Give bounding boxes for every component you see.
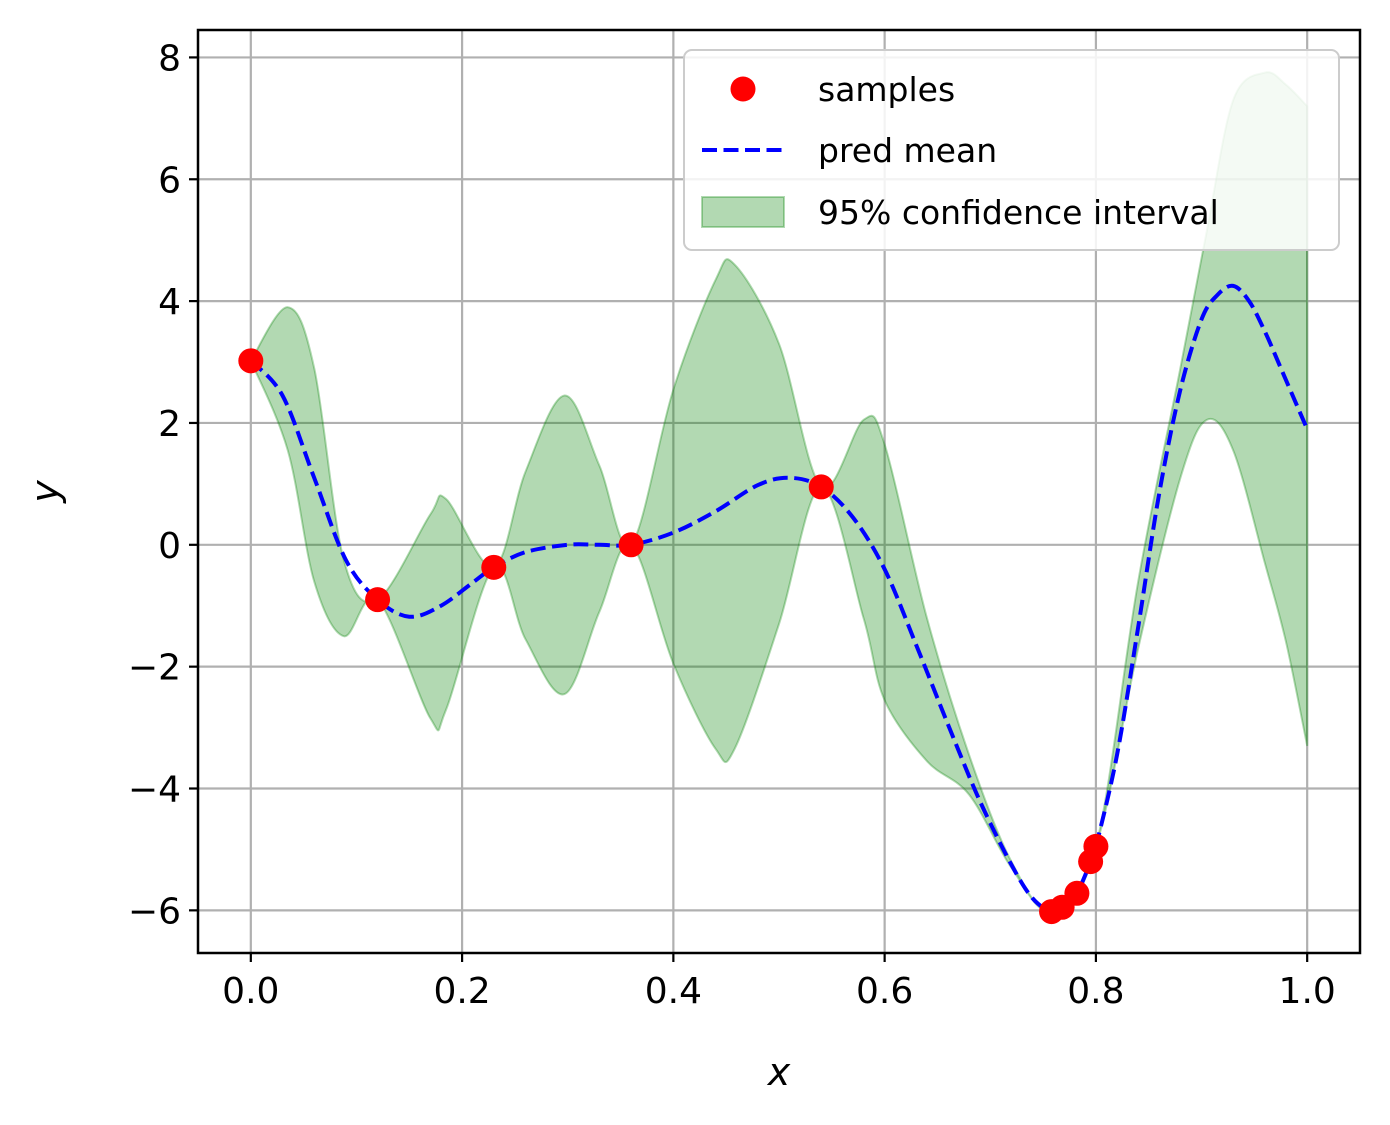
y-tick-label: −6 [128, 891, 181, 932]
y-tick-label: 2 [158, 404, 181, 445]
y-tick-label: −4 [128, 770, 181, 811]
y-axis-label: y [23, 480, 67, 504]
x-tick-label: 0.8 [1067, 971, 1124, 1012]
y-tick-label: 6 [158, 160, 181, 201]
sample-point [365, 587, 391, 613]
y-tick-label: 4 [158, 282, 181, 323]
tick-layer: 0.0 0.2 0.4 0.6 0.8 1.0 8 6 4 2 0 −2 −4 −6 [128, 38, 1336, 1012]
y-tick-label: −2 [128, 648, 181, 689]
x-tick-label: 0.6 [856, 971, 913, 1012]
legend-box [683, 49, 1340, 251]
x-axis-label: x [767, 1050, 791, 1094]
y-tick-label: 8 [158, 38, 181, 79]
x-tick-label: 0.0 [222, 971, 279, 1012]
y-tick-label: 0 [158, 526, 181, 567]
pred-mean-line [249, 283, 1310, 914]
sample-point [1064, 880, 1090, 906]
x-tick-label: 1.0 [1279, 971, 1336, 1012]
sample-point [808, 474, 834, 500]
legend-label-samples: samples [818, 70, 955, 109]
mean-line-layer [249, 283, 1310, 914]
x-tick-label: 0.4 [645, 971, 702, 1012]
sample-point [481, 554, 507, 580]
legend-label-pred-mean: pred mean [818, 131, 997, 170]
legend-marker-samples [730, 76, 756, 102]
legend-patch-confidence [701, 196, 785, 228]
legend: samples pred mean 95% confidence interval [683, 49, 1340, 251]
x-tick-label: 0.2 [433, 971, 490, 1012]
sample-point [1083, 833, 1109, 859]
sample-point [238, 348, 264, 374]
plot-frame [196, 28, 1362, 955]
sample-marker-layer [238, 348, 1109, 925]
sample-point [618, 532, 644, 558]
legend-label-confidence: 95% confidence interval [818, 193, 1219, 232]
